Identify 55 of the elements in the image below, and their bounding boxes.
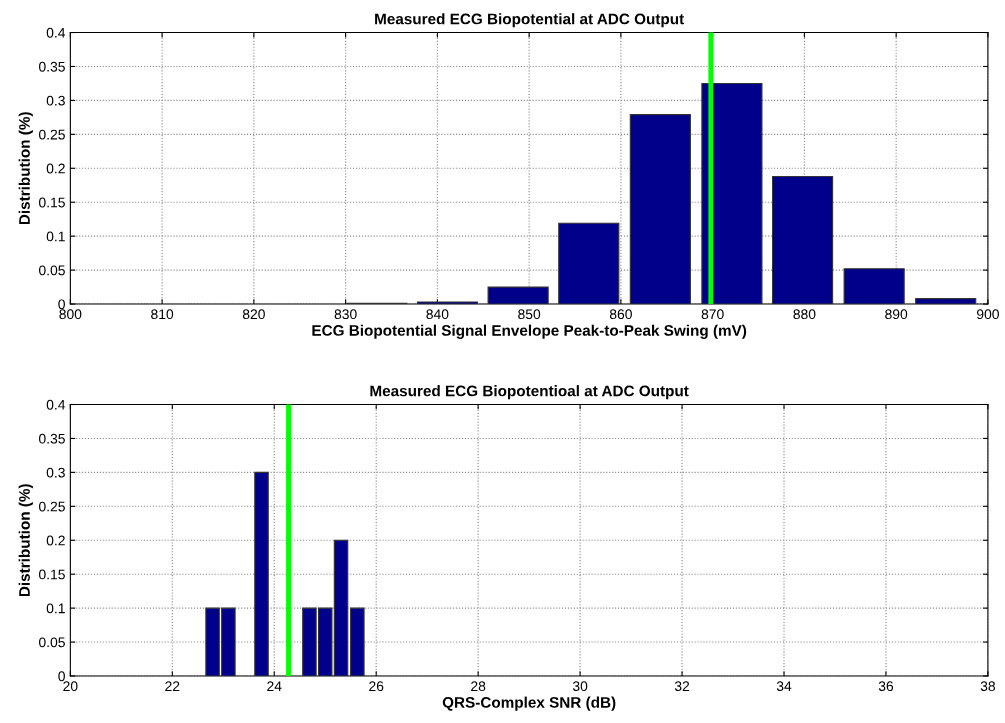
bar bbox=[843, 268, 905, 305]
bar bbox=[416, 301, 479, 305]
x-tick-label: 800 bbox=[59, 309, 82, 320]
x-tick-label: 32 bbox=[674, 681, 690, 692]
x-tick-label: 830 bbox=[334, 309, 357, 320]
x-tick-label: 24 bbox=[267, 681, 282, 691]
x-tick-label: 30 bbox=[572, 681, 588, 692]
bar bbox=[629, 114, 691, 305]
y-tick-label: 0.25 bbox=[39, 129, 65, 140]
x-tick-label: 870 bbox=[701, 309, 724, 320]
y-tick-label: 0.4 bbox=[46, 27, 66, 38]
x-tick-label: 860 bbox=[609, 309, 632, 320]
chart-title: Measured ECG Biopotential at ADC Output bbox=[375, 13, 684, 28]
bar bbox=[771, 175, 834, 305]
x-tick-label: 840 bbox=[426, 309, 449, 320]
y-tick-label: 0.15 bbox=[39, 569, 65, 580]
y-tick-label: 0.25 bbox=[39, 501, 65, 512]
x-tick-label: 36 bbox=[878, 681, 894, 692]
x-tick-label: 900 bbox=[976, 309, 999, 320]
x-tick-label: 26 bbox=[369, 681, 384, 692]
y-axis-title: Distribution (%) bbox=[18, 112, 33, 225]
y-tick-label: 0.3 bbox=[46, 95, 65, 106]
y-tick-label: 0.05 bbox=[39, 265, 65, 276]
x-tick-label: 28 bbox=[471, 681, 486, 692]
y-tick-label: 0.15 bbox=[39, 197, 65, 208]
bar bbox=[350, 607, 365, 677]
y-tick-label: 0.4 bbox=[46, 399, 66, 410]
x-tick-label: 22 bbox=[165, 681, 180, 691]
bar bbox=[915, 298, 977, 305]
x-tick-label: 20 bbox=[63, 681, 78, 692]
y-tick-label: 0.2 bbox=[46, 163, 65, 174]
x-axis-title: QRS-Complex SNR (dB) bbox=[442, 696, 616, 711]
chart-title: Measured ECG Biopotentioal at ADC Output bbox=[370, 385, 689, 400]
y-tick-label: 0.1 bbox=[46, 603, 65, 614]
y-axis-title: Distribution (%) bbox=[18, 484, 33, 597]
bar bbox=[558, 222, 620, 305]
x-axis-title: ECG Biopotential Signal Envelope Peak-to-Peak Swing (mV) bbox=[312, 324, 747, 339]
y-tick-label: 0 bbox=[58, 671, 65, 682]
y-tick-label: 0.2 bbox=[46, 535, 65, 546]
bar bbox=[487, 286, 549, 305]
y-tick-label: 0.35 bbox=[39, 433, 65, 444]
x-tick-label: 820 bbox=[242, 309, 265, 320]
y-tick-label: 0.3 bbox=[46, 467, 65, 478]
y-tick-label: 0.05 bbox=[39, 637, 65, 648]
bar bbox=[254, 471, 269, 677]
x-tick-label: 880 bbox=[793, 309, 816, 320]
bar bbox=[701, 82, 763, 305]
y-tick-label: 0.1 bbox=[46, 231, 65, 242]
x-tick-label: 850 bbox=[518, 309, 541, 320]
x-tick-label: 38 bbox=[980, 681, 996, 692]
y-tick-label: 0 bbox=[58, 299, 65, 310]
y-tick-label: 0.35 bbox=[39, 61, 65, 72]
x-tick-label: 810 bbox=[151, 309, 174, 320]
x-tick-label: 890 bbox=[885, 309, 908, 320]
x-tick-label: 34 bbox=[776, 681, 792, 692]
